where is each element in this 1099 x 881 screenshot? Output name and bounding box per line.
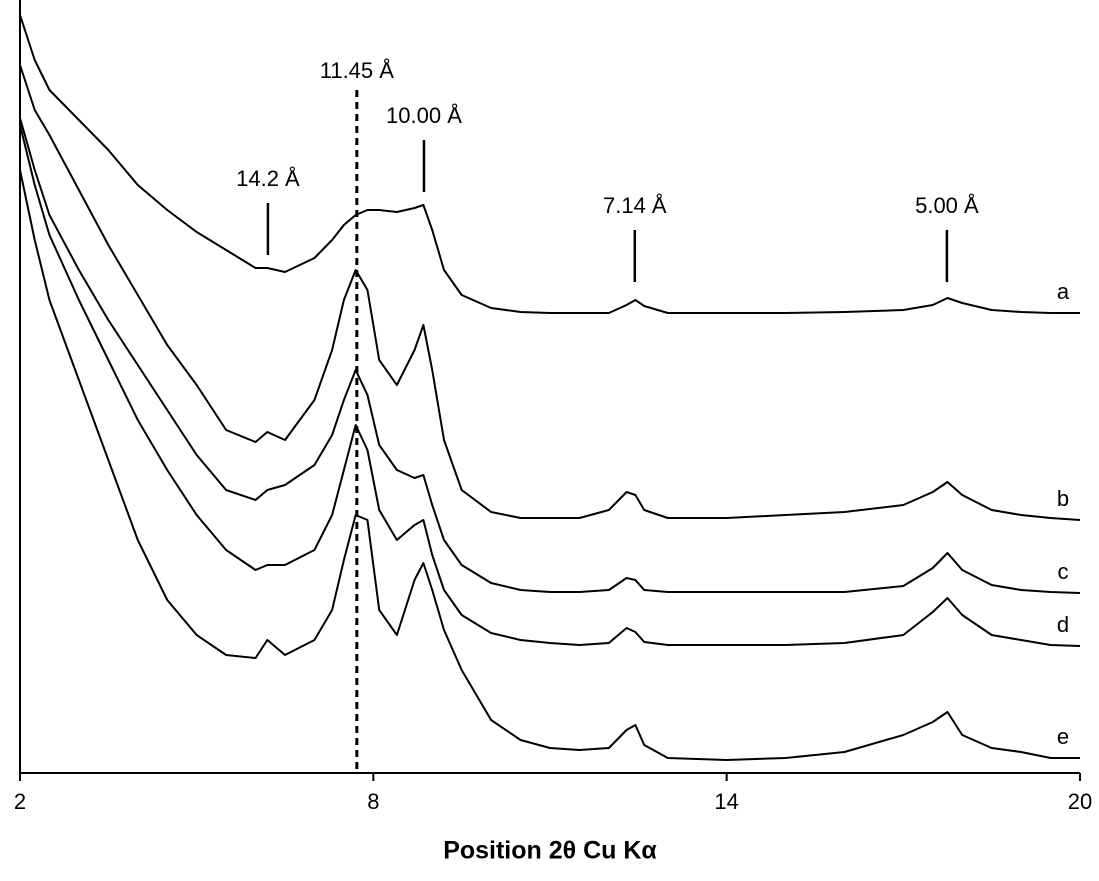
x-axis-title: Position 2θ Cu Kα xyxy=(443,837,657,865)
x-tick-label: 8 xyxy=(367,789,379,814)
series-label: c xyxy=(1058,559,1069,584)
series-label: e xyxy=(1057,724,1069,749)
series-label: d xyxy=(1057,612,1069,637)
series-line xyxy=(19,169,1080,761)
annotation-label: 14.2 Å xyxy=(236,166,300,191)
x-tick-label: 14 xyxy=(714,789,738,814)
series-line xyxy=(19,64,1081,521)
series-line xyxy=(19,124,1081,647)
series-line xyxy=(19,14,1080,314)
x-tick-label: 20 xyxy=(1068,789,1092,814)
annotation-label: 7.14 Å xyxy=(603,193,667,218)
series-label: a xyxy=(1057,279,1070,304)
series-line xyxy=(19,117,1081,594)
series-label: b xyxy=(1057,486,1069,511)
annotation-label: 10.00 Å xyxy=(386,103,462,128)
annotation-label: 5.00 Å xyxy=(915,193,979,218)
x-tick-label: 2 xyxy=(14,789,26,814)
reference-label: 11.45 Å xyxy=(320,58,395,83)
